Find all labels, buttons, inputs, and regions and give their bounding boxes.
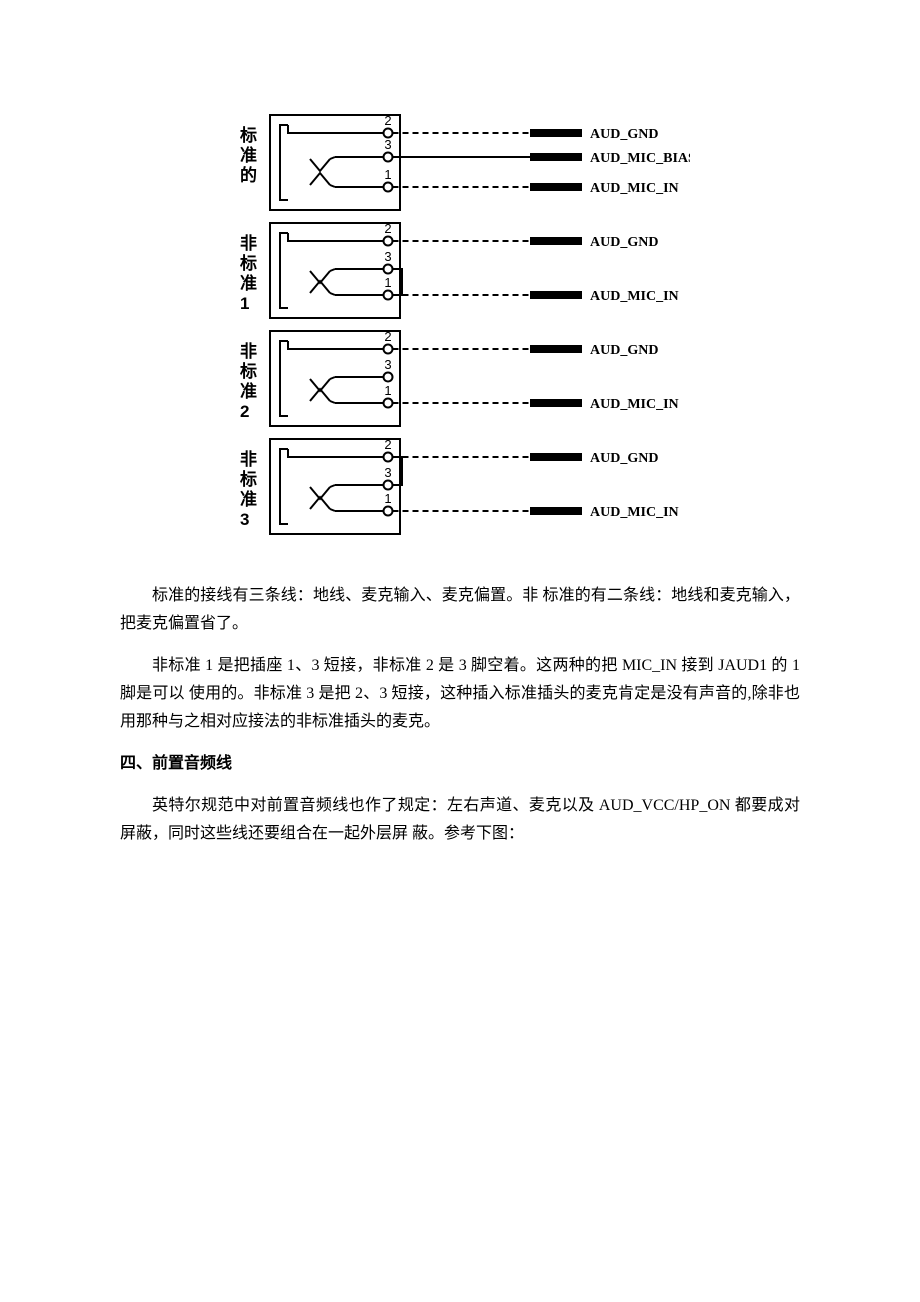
pin-1 xyxy=(384,507,393,516)
jack-sleeve xyxy=(280,341,288,416)
svg-text:标: 标 xyxy=(240,125,257,145)
svg-text:AUD_MIC_BIAS: AUD_MIC_BIAS xyxy=(590,151,690,166)
pin-3 xyxy=(384,373,393,382)
signal-bar xyxy=(530,345,582,353)
svg-text:3: 3 xyxy=(384,357,391,372)
svg-text:3: 3 xyxy=(240,510,249,529)
svg-text:1: 1 xyxy=(240,294,249,313)
svg-text:1: 1 xyxy=(384,491,391,506)
svg-text:AUD_MIC_IN: AUD_MIC_IN xyxy=(590,181,679,196)
pin-3 xyxy=(384,153,393,162)
jack-label: 非标准3 xyxy=(240,449,257,529)
jack-box xyxy=(270,439,400,534)
svg-text:1: 1 xyxy=(384,383,391,398)
svg-text:AUD_GND: AUD_GND xyxy=(590,235,658,250)
jack-group-0: 标准的 2 AUD_GND 3 AUD_MIC_BIAS 1 AUD_MIC_IN xyxy=(240,113,690,210)
svg-text:1: 1 xyxy=(384,275,391,290)
svg-text:AUD_GND: AUD_GND xyxy=(590,451,658,466)
svg-text:标: 标 xyxy=(240,253,257,273)
svg-text:AUD_MIC_IN: AUD_MIC_IN xyxy=(590,289,679,304)
signal-bar xyxy=(530,237,582,245)
jack-box xyxy=(270,223,400,318)
svg-text:2: 2 xyxy=(384,437,391,452)
svg-text:AUD_MIC_IN: AUD_MIC_IN xyxy=(590,505,679,520)
svg-text:标: 标 xyxy=(240,469,257,489)
signal-bar xyxy=(530,153,582,161)
svg-text:2: 2 xyxy=(384,329,391,344)
svg-text:2: 2 xyxy=(384,221,391,236)
svg-text:非: 非 xyxy=(240,341,257,361)
jack-label: 非标准1 xyxy=(240,233,257,313)
jack-label: 非标准2 xyxy=(240,341,257,421)
signal-bar xyxy=(530,453,582,461)
tip-spring-icon xyxy=(310,173,330,185)
svg-text:非: 非 xyxy=(240,233,257,253)
jack-sleeve xyxy=(280,233,288,308)
svg-text:准: 准 xyxy=(240,274,257,293)
signal-bar xyxy=(530,399,582,407)
pin-3 xyxy=(384,481,393,490)
jack-label: 标准的 xyxy=(240,125,257,185)
pin-1 xyxy=(384,291,393,300)
signal-bar xyxy=(530,291,582,299)
jack-group-3: 非标准32AUD_GND31AUD_MIC_IN xyxy=(240,437,679,534)
pin-1 xyxy=(384,183,393,192)
pin-2 xyxy=(384,345,393,354)
wiring-svg: 标准的2AUD_GND3AUD_MIC_BIAS1AUD_MIC_IN非标准12… xyxy=(230,110,690,552)
svg-text:的: 的 xyxy=(240,165,257,185)
jack-sleeve xyxy=(280,449,288,524)
svg-text:准: 准 xyxy=(240,146,257,165)
svg-text:AUD_GND: AUD_GND xyxy=(590,343,658,358)
pin-2 xyxy=(384,237,393,246)
jack-box xyxy=(270,331,400,426)
svg-text:AUD_GND: AUD_GND xyxy=(590,127,658,142)
svg-text:2: 2 xyxy=(384,113,391,128)
svg-text:AUD_MIC_IN: AUD_MIC_IN xyxy=(590,397,679,412)
signal-bar xyxy=(530,183,582,191)
signal-bar xyxy=(530,507,582,515)
svg-text:3: 3 xyxy=(384,249,391,264)
svg-text:准: 准 xyxy=(240,490,257,509)
paragraph-2: 非标准 1 是把插座 1、3 短接，非标准 2 是 3 脚空着。这两种的把 MI… xyxy=(120,652,800,736)
document-page: 标准的2AUD_GND3AUD_MIC_BIAS1AUD_MIC_IN非标准12… xyxy=(0,0,920,922)
signal-bar xyxy=(530,129,582,137)
jack-sleeve xyxy=(280,125,288,200)
jack-box xyxy=(270,115,400,210)
jack-group-1: 非标准12AUD_GND31AUD_MIC_IN xyxy=(240,221,679,318)
audio-jack-wiring-diagram: 标准的2AUD_GND3AUD_MIC_BIAS1AUD_MIC_IN非标准12… xyxy=(230,110,690,552)
pin-3 xyxy=(384,265,393,274)
svg-text:准: 准 xyxy=(240,382,257,401)
svg-text:2: 2 xyxy=(240,402,249,421)
svg-text:非: 非 xyxy=(240,449,257,469)
svg-text:3: 3 xyxy=(384,465,391,480)
paragraph-1: 标准的接线有三条线：地线、麦克输入、麦克偏置。非 标准的有二条线：地线和麦克输入… xyxy=(120,582,800,638)
pin-1 xyxy=(384,399,393,408)
pin-2 xyxy=(384,453,393,462)
svg-text:3: 3 xyxy=(384,137,391,152)
svg-text:1: 1 xyxy=(384,167,391,182)
section-heading-4: 四、前置音频线 xyxy=(120,750,800,778)
svg-text:标: 标 xyxy=(240,361,257,381)
paragraph-3: 英特尔规范中对前置音频线也作了规定：左右声道、麦克以及 AUD_VCC/HP_O… xyxy=(120,792,800,848)
ring-spring-icon xyxy=(310,159,330,171)
jack-group-2: 非标准22AUD_GND31AUD_MIC_IN xyxy=(240,329,679,426)
